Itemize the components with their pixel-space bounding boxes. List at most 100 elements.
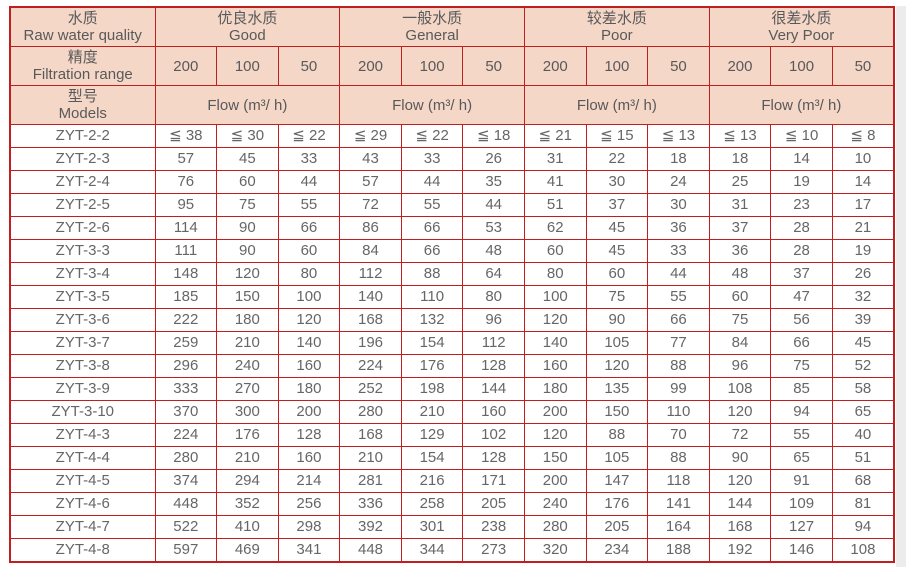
flow-value-cell: ≦ 30 [216,124,279,148]
flow-value-cell: 300 [216,400,279,424]
flow-value-cell: 150 [523,446,587,470]
flow-value-cell: 256 [277,492,341,516]
flow-value-cell: ≦ 29 [339,124,402,148]
flow-value-cell: 91 [770,469,833,493]
flow-value-cell: 23 [770,193,833,217]
flow-value-cell: 176 [216,423,279,447]
group-very-poor-en: Very Poor [768,27,835,44]
flow-value-cell: 90 [216,216,279,240]
flow-value-cell: 70 [647,423,710,447]
flow-value-cell: 522 [154,515,218,539]
table-row: ZYT-2-5 95 75 55 72 55 44 51 37 30 31 23 17 [9,193,895,217]
flow-value-cell: 168 [708,515,772,539]
model-cell: ZYT-3-10 [9,400,156,424]
flow-value-cell: 160 [523,354,587,378]
flow-value-cell: 333 [154,377,218,401]
flow-value-cell: 108 [831,538,895,563]
flow-value-cell: 55 [400,193,464,217]
flow-value-cell: 132 [400,308,464,332]
flow-value-cell: 410 [216,515,279,539]
flow-value-cell: 135 [585,377,649,401]
flow-value-cell: 44 [400,170,464,194]
header-row-quality: 水质 Raw water quality 优良水质 Good 一般水质 Gene… [9,6,895,47]
flow-value-cell: ≦ 15 [585,124,649,148]
filtration-value-cell: 50 [462,46,525,86]
flow-value-cell: 57 [154,147,218,171]
flow-value-cell: 105 [585,331,649,355]
flow-value-cell: 148 [154,262,218,286]
page: 水质 Raw water quality 优良水质 Good 一般水质 Gene… [0,6,906,567]
flow-value-cell: ≦ 21 [523,124,587,148]
flow-value-cell: 111 [154,239,218,263]
flow-value-cell: 352 [216,492,279,516]
flow-value-cell: 14 [831,170,895,194]
flow-value-cell: 88 [647,446,710,470]
flow-value-cell: 26 [831,262,895,286]
model-cell: ZYT-4-7 [9,515,156,539]
flow-value-cell: ≦ 13 [647,124,710,148]
model-cell: ZYT-4-4 [9,446,156,470]
flow-value-cell: 214 [277,469,341,493]
flow-value-cell: 210 [400,400,464,424]
table-row: ZYT-2-6 114 90 66 86 66 53 62 45 36 37 28 21 [9,216,895,240]
flow-value-cell: 36 [708,239,772,263]
flow-value-cell: 57 [339,170,402,194]
flow-value-cell: 344 [400,538,464,563]
flow-value-cell: 80 [277,262,341,286]
table-row: ZYT-2-4 76 60 44 57 44 35 41 30 24 25 19 14 [9,170,895,194]
model-cell: ZYT-3-4 [9,262,156,286]
flow-value-cell: 65 [831,400,895,424]
flow-value-cell: 150 [216,285,279,309]
table-row: ZYT-3-3 111 90 60 84 66 48 60 45 33 36 28 19 [9,239,895,263]
flow-value-cell: 597 [154,538,218,563]
flow-value-cell: 58 [831,377,895,401]
flow-value-cell: 85 [770,377,833,401]
table-row: ZYT-4-6 448 352 256 336 258 205 240 176 141 144 109… [9,492,895,516]
flow-value-cell: 51 [523,193,587,217]
flow-value-cell: 44 [462,193,525,217]
flow-value-cell: 48 [462,239,525,263]
filtration-header-cell: 精度 Filtration range [9,46,156,86]
filtration-value-cell: 100 [216,46,279,86]
flow-value-cell: 100 [277,285,341,309]
flow-value-cell: 176 [585,492,649,516]
model-cell: ZYT-3-5 [9,285,156,309]
flow-value-cell: 320 [523,538,587,563]
flow-value-cell: 120 [585,354,649,378]
flow-value-cell: 95 [154,193,218,217]
flow-value-cell: 30 [585,170,649,194]
flow-value-cell: 120 [523,308,587,332]
flow-value-cell: 258 [400,492,464,516]
flow-value-cell: 25 [708,170,772,194]
model-cell: ZYT-2-4 [9,170,156,194]
flow-value-cell: 75 [770,354,833,378]
flow-value-cell: 80 [523,262,587,286]
flow-value-cell: 448 [339,538,402,563]
flow-value-cell: 280 [339,400,402,424]
group-very-poor-zh: 很差水质 [771,10,832,27]
flow-value-cell: 53 [462,216,525,240]
group-header-good: 优良水质 Good [154,6,341,47]
flow-value-cell: 180 [216,308,279,332]
flow-value-cell: 128 [462,354,525,378]
flow-value-cell: 120 [277,308,341,332]
flow-value-cell: 88 [647,354,710,378]
model-cell: ZYT-2-6 [9,216,156,240]
flow-value-cell: 112 [339,262,402,286]
flow-value-cell: 18 [708,147,772,171]
flow-value-cell: 273 [462,538,525,563]
flow-value-cell: 109 [770,492,833,516]
flow-value-cell: 44 [647,262,710,286]
flow-value-cell: 41 [523,170,587,194]
models-label-en: Models [58,105,107,122]
flow-spec-table: 水质 Raw water quality 优良水质 Good 一般水质 Gene… [9,6,895,563]
flow-value-cell: 298 [277,515,341,539]
flow-value-cell: 205 [462,492,525,516]
flow-value-cell: 224 [339,354,402,378]
quality-label-zh: 水质 [67,10,98,27]
flow-value-cell: 154 [400,446,464,470]
table-row: ZYT-3-6 222 180 120 168 132 96 120 90 66 75 56 39 [9,308,895,332]
filtration-label-en: Filtration range [32,66,133,83]
flow-value-cell: 51 [831,446,895,470]
group-header-very-poor: 很差水质 Very Poor [708,6,895,47]
